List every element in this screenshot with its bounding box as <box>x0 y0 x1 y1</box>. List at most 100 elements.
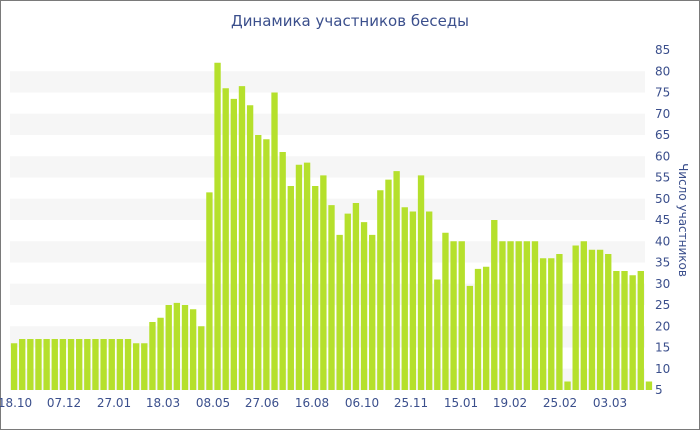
bar <box>214 62 221 390</box>
y-tick-label: 85 <box>655 43 670 57</box>
bar <box>108 339 115 390</box>
bar <box>295 164 303 390</box>
bar <box>409 211 417 390</box>
x-tick-label: 15.01 <box>444 396 478 410</box>
x-tick-label: 06.10 <box>345 396 379 410</box>
bar <box>572 245 579 390</box>
y-tick-label: 75 <box>655 86 670 100</box>
bar <box>10 343 18 390</box>
bar <box>482 266 490 390</box>
bar <box>67 339 75 390</box>
bar <box>499 241 506 390</box>
y-tick-label: 20 <box>655 319 670 333</box>
bar <box>580 241 587 390</box>
bar <box>116 339 124 390</box>
bar <box>474 268 482 391</box>
bar <box>523 241 531 390</box>
x-tick-label: 19.02 <box>493 396 527 410</box>
y-tick-label: 45 <box>655 213 670 227</box>
y-tick-label: 60 <box>655 149 670 163</box>
bar <box>181 305 189 390</box>
bar <box>417 175 425 391</box>
bar <box>35 339 42 390</box>
bar <box>303 162 311 390</box>
bar <box>165 305 172 390</box>
bar <box>539 258 547 390</box>
chart-title: Динамика участников беседы <box>230 12 470 30</box>
bar <box>564 381 571 390</box>
bar <box>426 211 433 390</box>
x-tick-label: 03.03 <box>593 396 627 410</box>
bars <box>10 62 653 391</box>
x-axis-ticks: 18.10 07.12 27.01 18.03 08.05 27.06 16.08 06.10… <box>0 396 627 410</box>
y-tick-label: 5 <box>655 383 663 397</box>
bar <box>336 234 343 391</box>
x-tick-label: 08.05 <box>196 396 230 410</box>
bar <box>312 186 319 390</box>
bar <box>157 317 164 390</box>
bar <box>588 249 596 390</box>
bar <box>393 171 400 390</box>
x-tick-label: 27.06 <box>245 396 279 410</box>
bar <box>613 271 620 390</box>
bar <box>246 105 254 390</box>
bar <box>360 222 368 391</box>
bar <box>320 175 327 391</box>
y-tick-label: 70 <box>655 107 670 121</box>
bar <box>230 98 237 391</box>
bar <box>369 234 376 391</box>
bar <box>458 241 465 390</box>
x-tick-label: 27.01 <box>97 396 131 410</box>
bar <box>59 339 67 390</box>
bar <box>548 258 555 390</box>
bar <box>51 339 58 390</box>
bar <box>43 339 50 390</box>
bar <box>450 241 457 390</box>
grid-band <box>10 156 645 178</box>
bar <box>515 241 522 390</box>
y-tick-label: 40 <box>655 234 670 248</box>
bar <box>222 88 229 390</box>
x-tick-label: 18.10 <box>0 396 32 410</box>
y-tick-label: 10 <box>655 362 670 376</box>
bar <box>344 213 351 390</box>
bar <box>287 186 294 390</box>
bar <box>377 190 384 390</box>
grid-band <box>10 113 645 135</box>
grid-band <box>10 71 645 93</box>
bar <box>76 339 83 390</box>
bar <box>27 339 34 390</box>
y-axis-ticks: 5 10 15 20 25 30 35 40 45 50 55 60 65 70 75 80 85 <box>655 43 670 397</box>
y-tick-label: 65 <box>655 128 670 142</box>
bar <box>637 271 644 390</box>
y-tick-label: 30 <box>655 277 670 291</box>
bar <box>605 254 612 390</box>
bar <box>385 179 392 391</box>
y-tick-label: 55 <box>655 171 670 185</box>
bar <box>645 381 653 390</box>
bar <box>352 203 360 390</box>
y-tick-label: 50 <box>655 192 670 206</box>
bar <box>124 339 132 390</box>
bar <box>596 249 604 390</box>
y-axis-label: Число участников <box>676 163 690 277</box>
bar <box>132 343 140 390</box>
bar <box>279 152 286 390</box>
bar <box>189 309 197 390</box>
bar <box>434 279 441 390</box>
bar <box>92 339 99 390</box>
bar <box>629 275 636 390</box>
bar <box>149 322 156 390</box>
bar <box>401 207 408 390</box>
bar <box>141 343 148 390</box>
bar <box>491 220 498 390</box>
bar <box>84 339 91 390</box>
y-tick-label: 35 <box>655 256 670 270</box>
x-tick-label: 07.12 <box>47 396 81 410</box>
x-tick-label: 25.11 <box>394 396 428 410</box>
bar <box>556 254 563 390</box>
bar <box>442 232 449 390</box>
bar <box>531 241 539 390</box>
y-tick-label: 80 <box>655 64 670 78</box>
